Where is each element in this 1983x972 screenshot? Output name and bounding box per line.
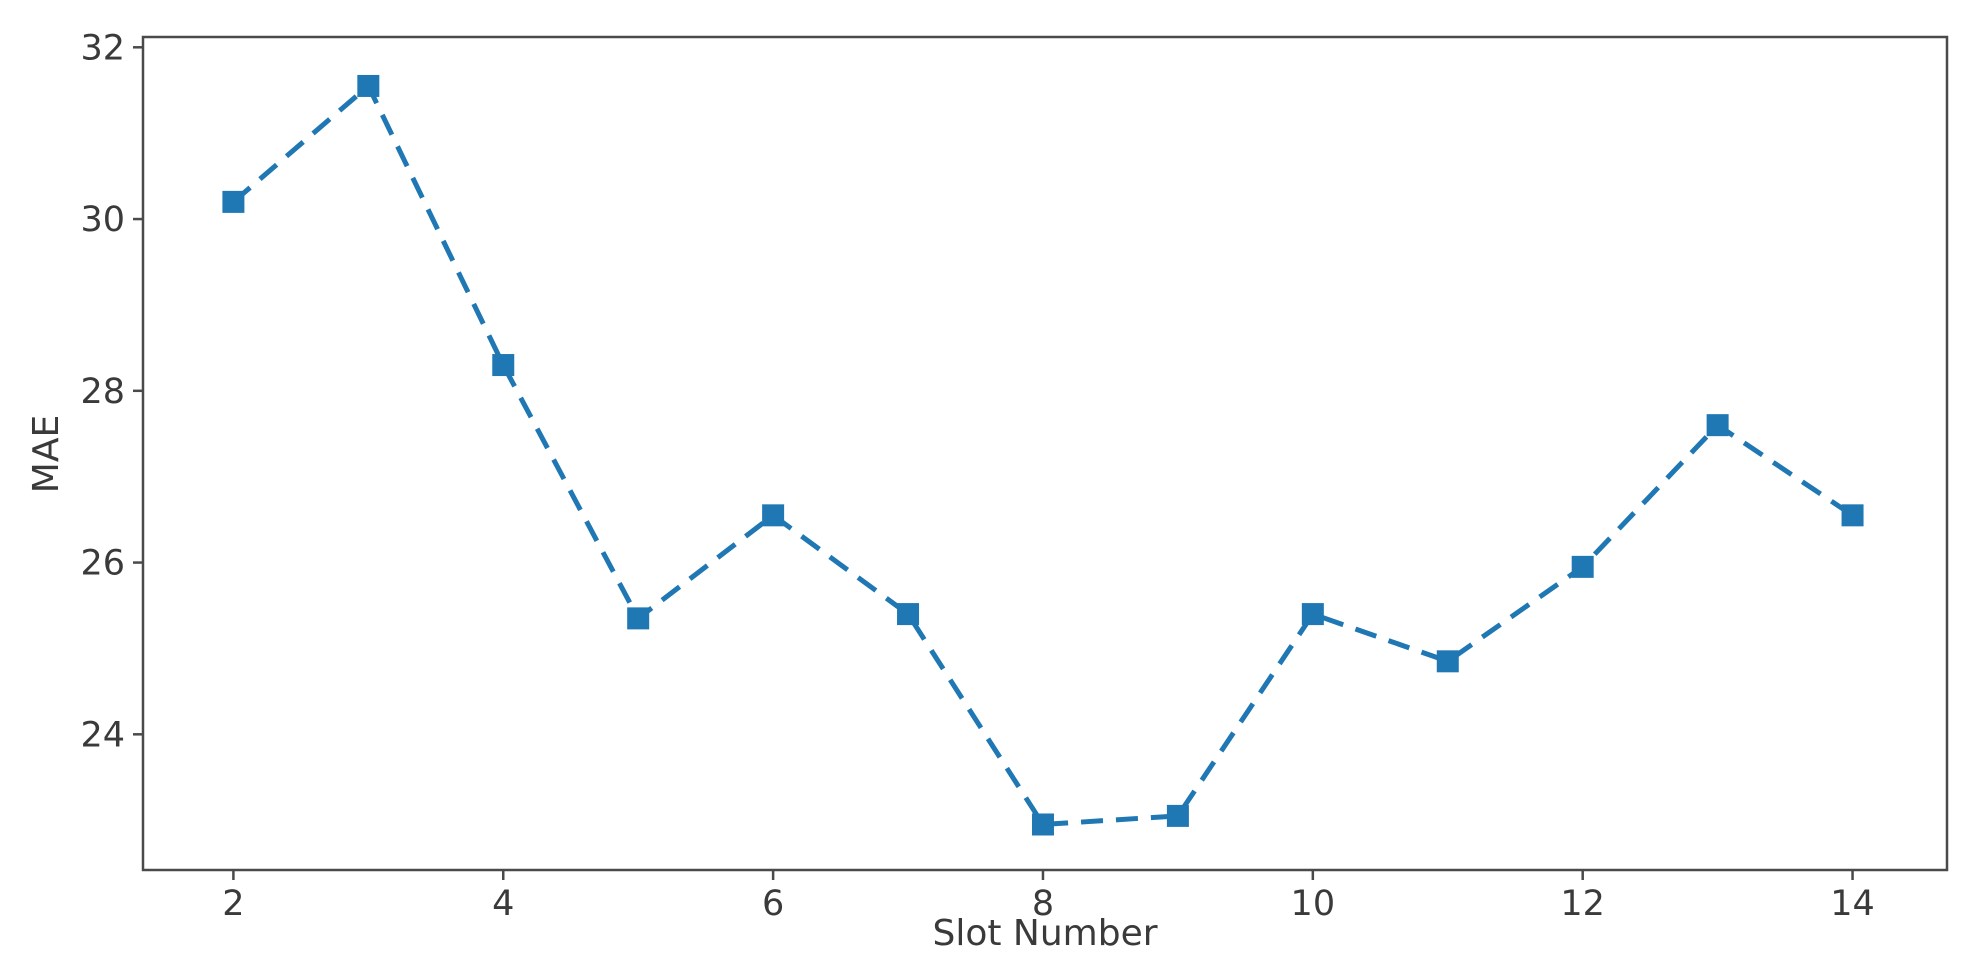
y-tick-label: 30 [80, 200, 125, 240]
data-point-slot-8 [1031, 813, 1054, 836]
data-point-slot-5 [627, 607, 650, 630]
y-tick-label: 28 [80, 372, 125, 412]
data-point-slot-13 [1706, 414, 1729, 437]
x-tick-label: 4 [492, 884, 514, 924]
x-axis-label: Slot Number [932, 913, 1157, 954]
data-point-slot-6 [762, 504, 785, 527]
data-point-slot-7 [897, 603, 920, 626]
x-tick-label: 2 [222, 884, 244, 924]
y-tick-label: 26 [80, 544, 125, 584]
series-line-mae [231, 81, 1854, 828]
y-axis-label: MAE [26, 415, 67, 493]
y-tick-label: 32 [80, 28, 125, 68]
data-point-slot-3 [357, 74, 380, 97]
data-point-slot-10 [1301, 603, 1324, 626]
x-tick-label: 6 [762, 884, 784, 924]
x-tick-label: 8 [1032, 884, 1054, 924]
data-point-slot-14 [1841, 504, 1864, 527]
data-point-slot-2 [222, 190, 245, 213]
data-point-slot-11 [1436, 650, 1459, 673]
data-point-slot-4 [492, 354, 515, 377]
data-point-slot-9 [1166, 804, 1189, 827]
y-tick-label: 24 [80, 715, 125, 755]
x-tick-label: 10 [1291, 884, 1336, 924]
data-point-slot-12 [1571, 555, 1594, 578]
x-tick-label: 12 [1560, 884, 1605, 924]
x-tick-label: 14 [1830, 884, 1875, 924]
axes-spines [141, 35, 1949, 872]
